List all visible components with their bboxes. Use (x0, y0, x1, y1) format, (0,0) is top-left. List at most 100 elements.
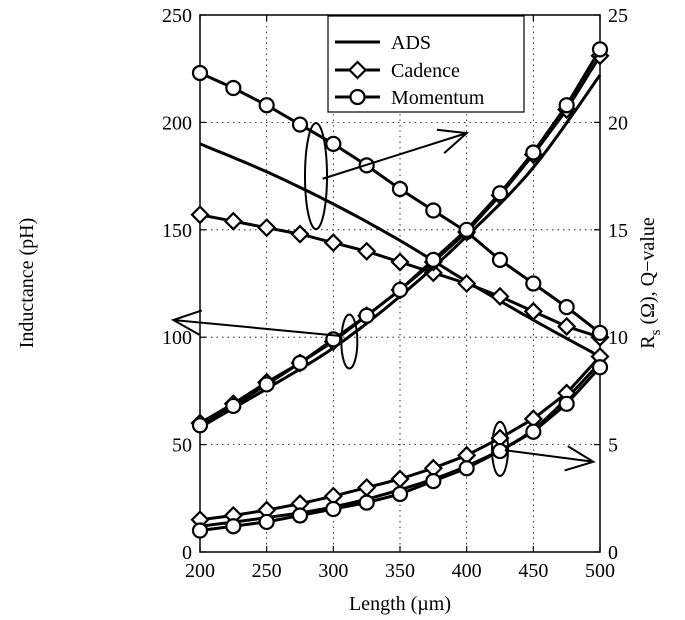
data-point-q-value-momentum (358, 307, 375, 324)
annotation-layer (170, 122, 596, 477)
legend-marker-diamond (347, 60, 368, 80)
data-point-rs-momentum (325, 500, 342, 518)
series-inductance-cadence (190, 205, 610, 347)
legend-entry-cadence: Cadence (335, 60, 460, 82)
data-point-rs-momentum (258, 513, 275, 531)
y-right-tick-label: 5 (608, 435, 618, 457)
data-point-q-value-momentum (525, 144, 542, 161)
legend-label-cadence: Cadence (391, 60, 460, 82)
data-point-q-value-momentum (591, 324, 609, 342)
series-layer (190, 41, 610, 539)
data-point-inductance-cadence (490, 286, 510, 306)
annotation-arrow-head-rs (564, 445, 596, 472)
left-y-axis-label: Inductance (pH) (16, 218, 38, 349)
x-tick-label: 300 (318, 560, 348, 582)
series-q-value-ads (199, 74, 602, 429)
annotation-arrow-shaft-inductance (173, 319, 343, 338)
data-point-rs-momentum (558, 395, 575, 412)
x-tick-label: 500 (585, 560, 615, 582)
data-point-inductance-cadence (357, 241, 377, 261)
data-point-inductance-cadence (190, 205, 210, 225)
axis-ticks: 200 250 300 350 400 450 5000501001502002500510… (162, 5, 628, 582)
legend-label-ads: ADS (391, 32, 431, 54)
data-point-rs-momentum (425, 473, 442, 490)
annotation-ellipse-q-value-momentum (304, 122, 328, 231)
legend-label-momentum: Momentum (391, 87, 485, 109)
data-point-q-value-momentum (458, 221, 475, 238)
data-point-inductance-cadence (523, 301, 543, 321)
right-y-axis-label-subscript: s (648, 329, 664, 335)
annotation-arrow-head-q-value-momentum (436, 128, 470, 154)
series-line-q-value-ads (199, 74, 602, 429)
y-right-tick-label: 10 (608, 327, 628, 349)
series-q-value-momentum (191, 41, 609, 434)
data-point-q-value-momentum (591, 41, 609, 58)
x-axis-label: Length (µm) (349, 593, 451, 615)
data-point-rs-momentum (291, 507, 309, 524)
y-left-tick-label: 200 (162, 112, 192, 134)
data-point-q-value-momentum (225, 79, 242, 97)
right-y-axis-label-main: R (637, 335, 659, 349)
y-right-tick-label: 20 (608, 112, 628, 134)
data-point-q-value-momentum (291, 116, 309, 133)
annotation-q-value-momentum (304, 122, 470, 231)
data-point-q-value-momentum (191, 417, 209, 434)
series-q-value-momentum (191, 64, 609, 342)
data-point-q-value-momentum (491, 251, 509, 268)
data-point-rs-momentum (358, 494, 375, 511)
data-point-q-value-momentum (558, 299, 575, 316)
data-point-rs-momentum (391, 485, 409, 503)
x-tick-label: 400 (452, 560, 482, 582)
data-point-q-value-momentum (258, 376, 275, 393)
annotation-inductance (170, 309, 359, 370)
data-point-q-value-momentum (225, 397, 242, 415)
data-point-q-value-momentum (325, 135, 342, 152)
data-point-q-value-momentum (258, 97, 275, 114)
data-point-inductance-cadence (457, 273, 477, 294)
annotation-arrow-shaft-rs (504, 449, 594, 463)
legend-entry-momentum: Momentum (335, 87, 485, 109)
data-point-q-value-momentum (558, 97, 575, 114)
x-tick-label: 350 (385, 560, 415, 582)
data-point-q-value-momentum (425, 202, 442, 219)
data-point-q-value-momentum (391, 281, 409, 299)
legend-marker-circle (349, 88, 366, 106)
data-point-q-value-momentum (391, 180, 409, 198)
data-point-inductance-cadence (323, 233, 343, 253)
data-point-q-value-momentum (525, 275, 542, 292)
annotation-ellipse-rs (491, 420, 509, 477)
data-point-inductance-cadence (390, 252, 410, 272)
x-tick-label: 250 (252, 560, 282, 582)
data-point-rs-cadence (357, 478, 377, 498)
data-point-rs-momentum (225, 518, 242, 535)
data-point-inductance-cadence (423, 263, 443, 283)
data-point-q-value-momentum (491, 185, 509, 202)
data-point-inductance-cadence (557, 316, 577, 337)
data-point-q-value-momentum (191, 64, 209, 82)
data-point-rs-momentum (458, 460, 475, 477)
legend-entry-ads: ADS (335, 32, 431, 54)
data-point-rs-momentum (591, 359, 609, 376)
annotation-ellipse-inductance (340, 313, 359, 370)
data-point-inductance-cadence (223, 211, 243, 231)
x-tick-label: 200 (185, 560, 215, 582)
annotation-arrow-head-inductance (170, 309, 203, 336)
right-y-axis-label: Rs (Ω), Q−value (637, 217, 664, 349)
y-left-tick-label: 150 (162, 220, 192, 242)
data-point-inductance-cadence (257, 218, 277, 238)
data-point-q-value-momentum (291, 354, 309, 372)
y-right-tick-label: 0 (608, 542, 618, 564)
data-point-rs-momentum (525, 423, 542, 440)
y-left-tick-label: 0 (182, 542, 192, 564)
y-right-tick-label: 15 (608, 220, 628, 242)
right-y-axis-label-rest: (Ω), Q−value (637, 217, 659, 329)
legend: ADS Cadence Momentum (327, 15, 525, 113)
y-left-tick-label: 250 (162, 5, 192, 27)
data-point-inductance-cadence (290, 224, 310, 244)
annotation-rs (491, 420, 596, 477)
y-left-tick-label: 100 (162, 327, 192, 349)
x-tick-label: 450 (518, 560, 548, 582)
y-right-tick-label: 25 (608, 5, 628, 27)
data-point-rs-cadence (390, 469, 410, 489)
